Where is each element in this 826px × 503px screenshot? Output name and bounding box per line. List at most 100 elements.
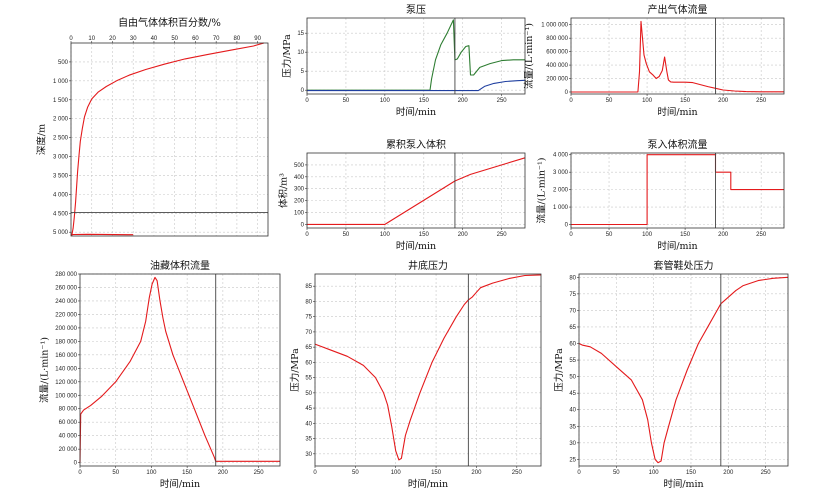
y-tick-label: 50 (305, 391, 312, 397)
x-tick-label: 20 (109, 36, 116, 42)
y-tick-label: 220 000 (55, 312, 77, 318)
x-tick-label: 100 (649, 470, 660, 476)
plot-frame (570, 17, 785, 95)
x-axis-label: 时间/min (657, 240, 697, 252)
y-tick-label: 100 000 (55, 393, 77, 399)
series-line-0 (571, 20, 784, 93)
x-tick-label: 50 (343, 98, 350, 104)
y-tick-label: 2 000 (53, 117, 69, 123)
x-tick-label: 250 (512, 470, 523, 476)
y-tick-label: 50 (569, 375, 576, 381)
x-tick-label: 50 (606, 98, 613, 104)
chart-title: 套管鞋处压力 (654, 259, 714, 272)
x-tick-label: 80 (234, 36, 241, 42)
plot-frame (306, 17, 526, 95)
x-tick-label: 70 (213, 36, 220, 42)
x-tick-label: 50 (112, 470, 119, 476)
plot-frame (314, 273, 542, 467)
x-tick-label: 250 (761, 470, 772, 476)
x-tick-label: 200 (718, 98, 729, 104)
y-tick-label: 40 (305, 421, 312, 427)
y-tick-label: 500 (58, 60, 69, 66)
x-tick-label: 150 (419, 232, 430, 238)
x-tick-label: 40 (151, 36, 158, 42)
chart-title: 泵入体积流量 (648, 138, 708, 151)
y-axis-label: 流量/(L·min⁻¹) (523, 23, 535, 89)
x-tick-label: 250 (756, 98, 767, 104)
y-tick-label: 200 (294, 199, 305, 205)
y-tick-label: 45 (569, 391, 576, 397)
x-tick-label: 50 (606, 232, 613, 238)
x-tick-label: 100 (391, 470, 402, 476)
y-tick-label: 100 (294, 211, 305, 217)
x-tick-label: 200 (218, 470, 229, 476)
plot-area (307, 18, 525, 94)
y-tick-label: 25 (569, 457, 576, 463)
y-tick-label: 75 (569, 292, 576, 298)
plot-frame (306, 152, 526, 229)
x-axis-label: 时间/min (663, 478, 703, 490)
y-tick-label: 75 (305, 315, 312, 321)
y-tick-label: 4 000 (53, 192, 69, 198)
x-tick-label: 100 (642, 98, 653, 104)
y-tick-label: 10 (297, 50, 304, 56)
series-line-0 (314, 274, 542, 461)
y-tick-label: 1 500 (53, 98, 69, 104)
y-tick-label: 280 000 (55, 272, 77, 278)
y-tick-label: 60 (569, 342, 576, 348)
x-tick-label: 200 (458, 98, 469, 104)
x-tick-label: 50 (343, 232, 350, 238)
y-tick-label: 5 000 (53, 230, 69, 236)
y-tick-label: 300 (294, 187, 305, 193)
x-tick-label: 0 (69, 36, 73, 42)
y-axis-label: 压力/MPa (281, 34, 293, 78)
x-tick-label: 200 (718, 232, 729, 238)
chart-title: 自由气体体积百分数/% (118, 16, 221, 29)
x-tick-label: 0 (569, 232, 573, 238)
x-axis-label: 时间/min (408, 478, 448, 490)
y-tick-label: 180 000 (55, 339, 77, 345)
y-tick-label: 0 (565, 90, 569, 96)
x-tick-label: 250 (497, 232, 508, 238)
chart-title: 产出气体流量 (648, 3, 708, 16)
y-tick-label: 200 000 (55, 326, 77, 332)
y-tick-label: 0 (301, 88, 305, 94)
x-tick-label: 150 (431, 470, 442, 476)
y-tick-label: 15 (297, 31, 304, 37)
y-tick-label: 80 (305, 299, 312, 305)
y-tick-label: 500 (294, 163, 305, 169)
y-tick-label: 35 (305, 437, 312, 443)
x-tick-label: 0 (569, 98, 573, 104)
x-tick-label: 200 (471, 470, 482, 476)
y-tick-label: 0 (301, 222, 305, 228)
y-tick-label: 85 (305, 284, 312, 290)
x-tick-label: 100 (380, 98, 391, 104)
y-tick-label: 1 000 (53, 79, 69, 85)
plot-frame (570, 152, 785, 229)
x-tick-label: 200 (723, 470, 734, 476)
chart-title: 累积泵入体积 (386, 139, 446, 151)
y-tick-label: 400 (294, 175, 305, 181)
x-tick-label: 0 (78, 470, 82, 476)
x-tick-label: 150 (680, 232, 691, 238)
panel-p3: 0 50 100 150 200 250 0 200 000 400 000 600 000 800… (523, 3, 785, 118)
x-axis-label: 时间/min (396, 106, 436, 118)
y-tick-label: 70 (305, 330, 312, 336)
x-tick-label: 150 (419, 98, 430, 104)
y-tick-label: 120 000 (55, 380, 77, 386)
plot-area (307, 153, 525, 228)
x-axis-label: 时间/min (657, 106, 697, 118)
x-axis-label: 时间/min (396, 240, 436, 252)
plot-frame (79, 273, 281, 467)
y-tick-label: 160 000 (55, 353, 77, 359)
x-tick-label: 10 (88, 36, 95, 42)
y-tick-label: 260 000 (55, 285, 77, 291)
x-tick-label: 0 (577, 470, 581, 476)
y-tick-label: 55 (569, 358, 576, 364)
y-tick-label: 140 000 (55, 366, 77, 372)
x-tick-label: 90 (254, 36, 261, 42)
y-tick-label: 40 000 (59, 434, 78, 440)
plot-area (571, 18, 784, 94)
